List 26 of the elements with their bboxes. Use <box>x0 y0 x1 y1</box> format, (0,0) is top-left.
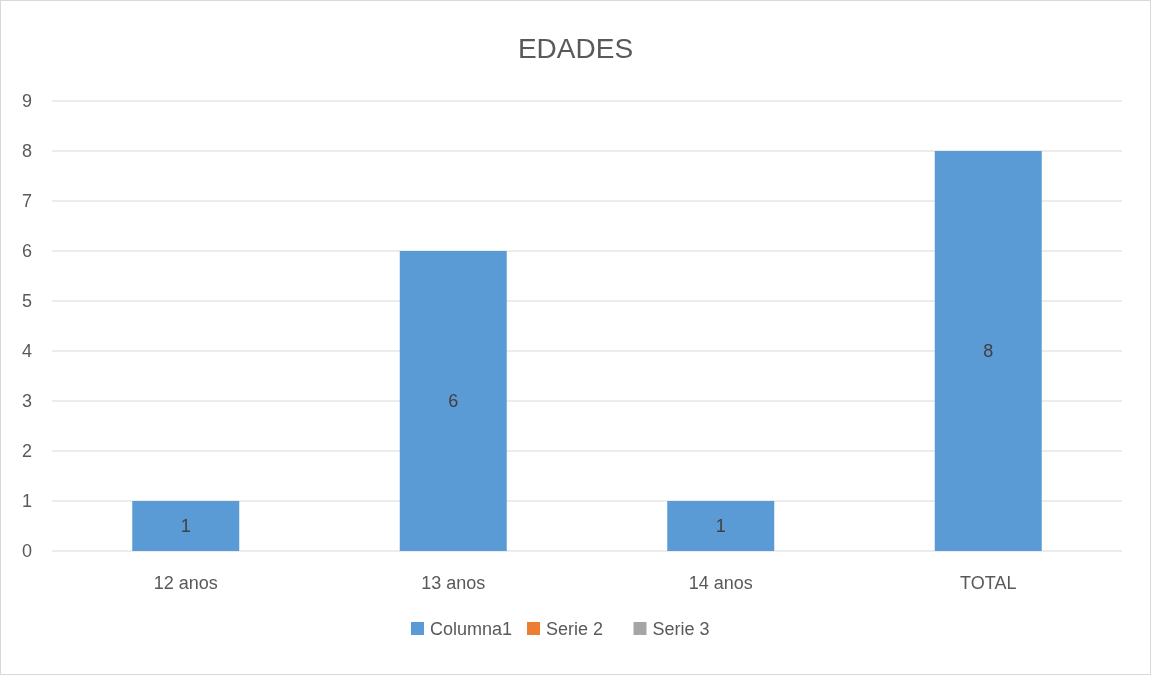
legend-label: Serie 2 <box>546 619 604 639</box>
y-tick-label: 3 <box>21 391 32 412</box>
chart-title: EDADES <box>517 33 634 64</box>
y-tick-label: 4 <box>21 341 32 362</box>
y-tick-label: 8 <box>21 141 32 162</box>
y-tick-label: 2 <box>21 441 32 462</box>
y-tick-label: 7 <box>21 191 32 212</box>
data-label: 1 <box>180 516 191 537</box>
data-label: 1 <box>715 516 726 537</box>
bar <box>934 151 1042 551</box>
y-tick-label: 0 <box>21 541 32 562</box>
y-tick-label: 1 <box>21 491 32 512</box>
legend-label: Columna1 <box>430 619 513 639</box>
x-tick-label: 12 anos <box>153 573 218 593</box>
bar <box>667 501 775 551</box>
bar <box>132 501 240 551</box>
y-tick-label: 5 <box>21 291 32 312</box>
bar <box>399 251 507 551</box>
y-tick-label: 6 <box>21 241 32 262</box>
x-tick-label: TOTAL <box>960 573 1017 593</box>
legend-label: Serie 3 <box>652 619 710 639</box>
data-label: 8 <box>983 341 994 362</box>
x-tick-label: 14 anos <box>688 573 753 593</box>
y-tick-label: 9 <box>21 91 32 112</box>
data-label: 6 <box>448 391 459 412</box>
x-tick-label: 13 anos <box>421 573 486 593</box>
